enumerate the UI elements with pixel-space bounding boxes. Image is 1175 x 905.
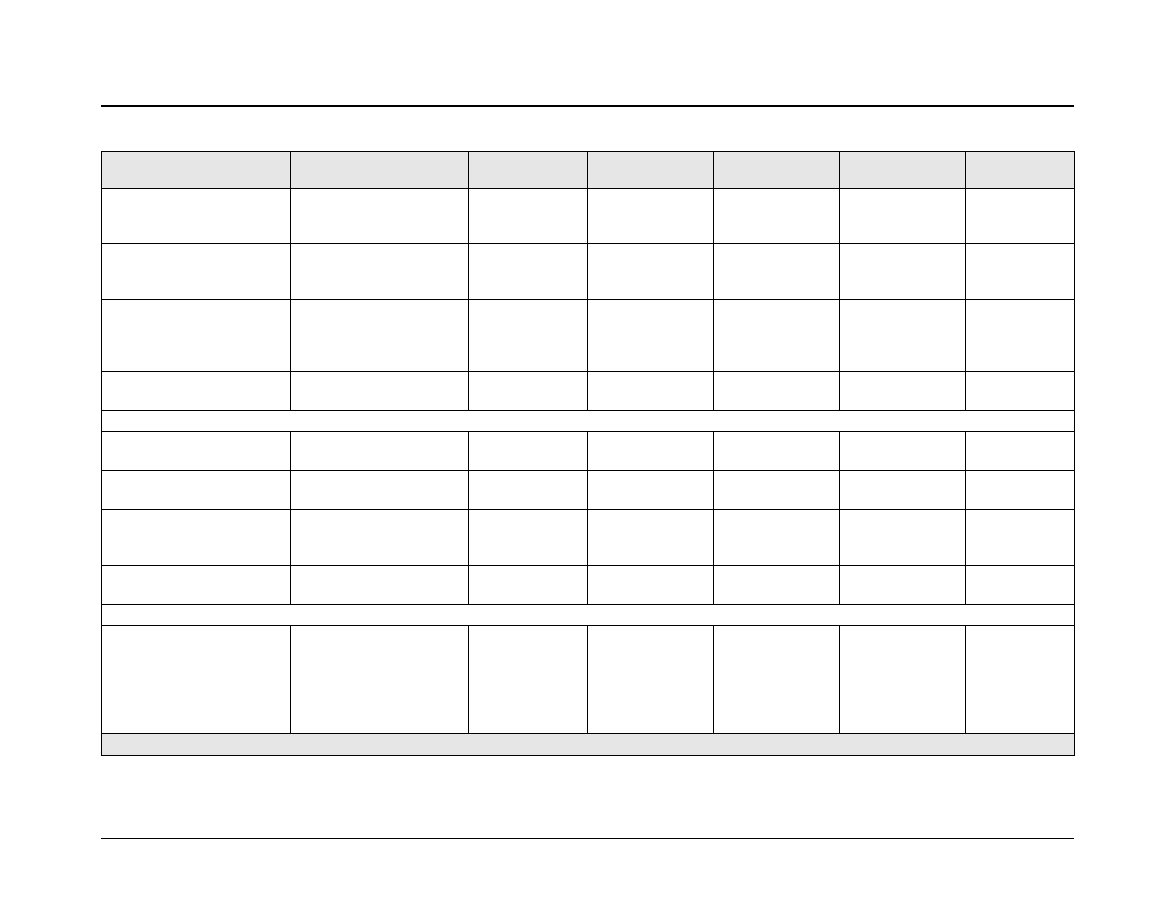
table-cell — [290, 371, 469, 411]
section-label-row — [101, 604, 1075, 626]
table-row — [101, 625, 1075, 734]
table-cell — [290, 565, 469, 605]
table-cell — [965, 470, 1075, 510]
table-cell — [965, 565, 1075, 605]
table-cell — [101, 565, 291, 605]
table-cell — [290, 243, 469, 300]
table-header-row — [101, 151, 1075, 189]
table-footer-row — [101, 733, 1075, 756]
table-cell — [101, 188, 291, 244]
table-cell — [965, 625, 1075, 734]
column-header — [839, 151, 966, 189]
table-cell — [468, 299, 588, 372]
table-cell — [839, 625, 966, 734]
column-header — [965, 151, 1075, 189]
table-row — [101, 509, 1075, 566]
table-cell — [290, 625, 469, 734]
table-cell — [965, 509, 1075, 566]
table-cell — [468, 371, 588, 411]
table-cell — [965, 431, 1075, 471]
table-cell — [290, 509, 469, 566]
table-cell — [587, 470, 714, 510]
table-row — [101, 431, 1075, 471]
column-header — [713, 151, 840, 189]
column-header — [290, 151, 469, 189]
table-cell — [101, 470, 291, 510]
table-cell — [587, 509, 714, 566]
table-row — [101, 188, 1075, 244]
table-cell — [839, 565, 966, 605]
column-header — [587, 151, 714, 189]
table-cell — [468, 470, 588, 510]
table-cell — [101, 431, 291, 471]
table-cell — [101, 509, 291, 566]
table-cell — [290, 299, 469, 372]
column-header — [468, 151, 588, 189]
data-table — [101, 151, 1075, 756]
table-cell — [101, 625, 291, 734]
table-row — [101, 565, 1075, 605]
table-cell — [101, 371, 291, 411]
table-cell — [965, 188, 1075, 244]
table-cell — [839, 431, 966, 471]
table-cell — [587, 243, 714, 300]
table-cell — [468, 243, 588, 300]
table-row — [101, 243, 1075, 300]
table-row — [101, 299, 1075, 372]
top-rule — [101, 105, 1074, 107]
section-label — [101, 410, 1075, 432]
table-row — [101, 371, 1075, 411]
table-cell — [713, 625, 840, 734]
table-cell — [468, 625, 588, 734]
table-cell — [468, 431, 588, 471]
table-row — [101, 470, 1075, 510]
table-cell — [839, 243, 966, 300]
section-label-row — [101, 410, 1075, 432]
table-cell — [587, 431, 714, 471]
table-cell — [839, 299, 966, 372]
table-cell — [587, 371, 714, 411]
table-cell — [965, 299, 1075, 372]
table-cell — [713, 565, 840, 605]
table-cell — [101, 243, 291, 300]
table-cell — [290, 470, 469, 510]
table-cell — [713, 431, 840, 471]
table-cell — [290, 431, 469, 471]
table-cell — [839, 470, 966, 510]
table-cell — [713, 243, 840, 300]
table-cell — [587, 625, 714, 734]
table-cell — [713, 188, 840, 244]
section-label — [101, 604, 1075, 626]
table-cell — [839, 509, 966, 566]
table-cell — [965, 371, 1075, 411]
table-cell — [713, 509, 840, 566]
table-cell — [101, 299, 291, 372]
table-cell — [839, 371, 966, 411]
table-cell — [713, 470, 840, 510]
column-header — [101, 151, 291, 189]
table-cell — [713, 371, 840, 411]
table-cell — [713, 299, 840, 372]
table-cell — [468, 509, 588, 566]
table-cell — [587, 565, 714, 605]
table-cell — [290, 188, 469, 244]
table-footer — [101, 733, 1075, 756]
table-cell — [587, 188, 714, 244]
bottom-rule — [101, 838, 1074, 839]
table-cell — [965, 243, 1075, 300]
table-cell — [587, 299, 714, 372]
table-cell — [468, 188, 588, 244]
table-cell — [839, 188, 966, 244]
table-cell — [468, 565, 588, 605]
